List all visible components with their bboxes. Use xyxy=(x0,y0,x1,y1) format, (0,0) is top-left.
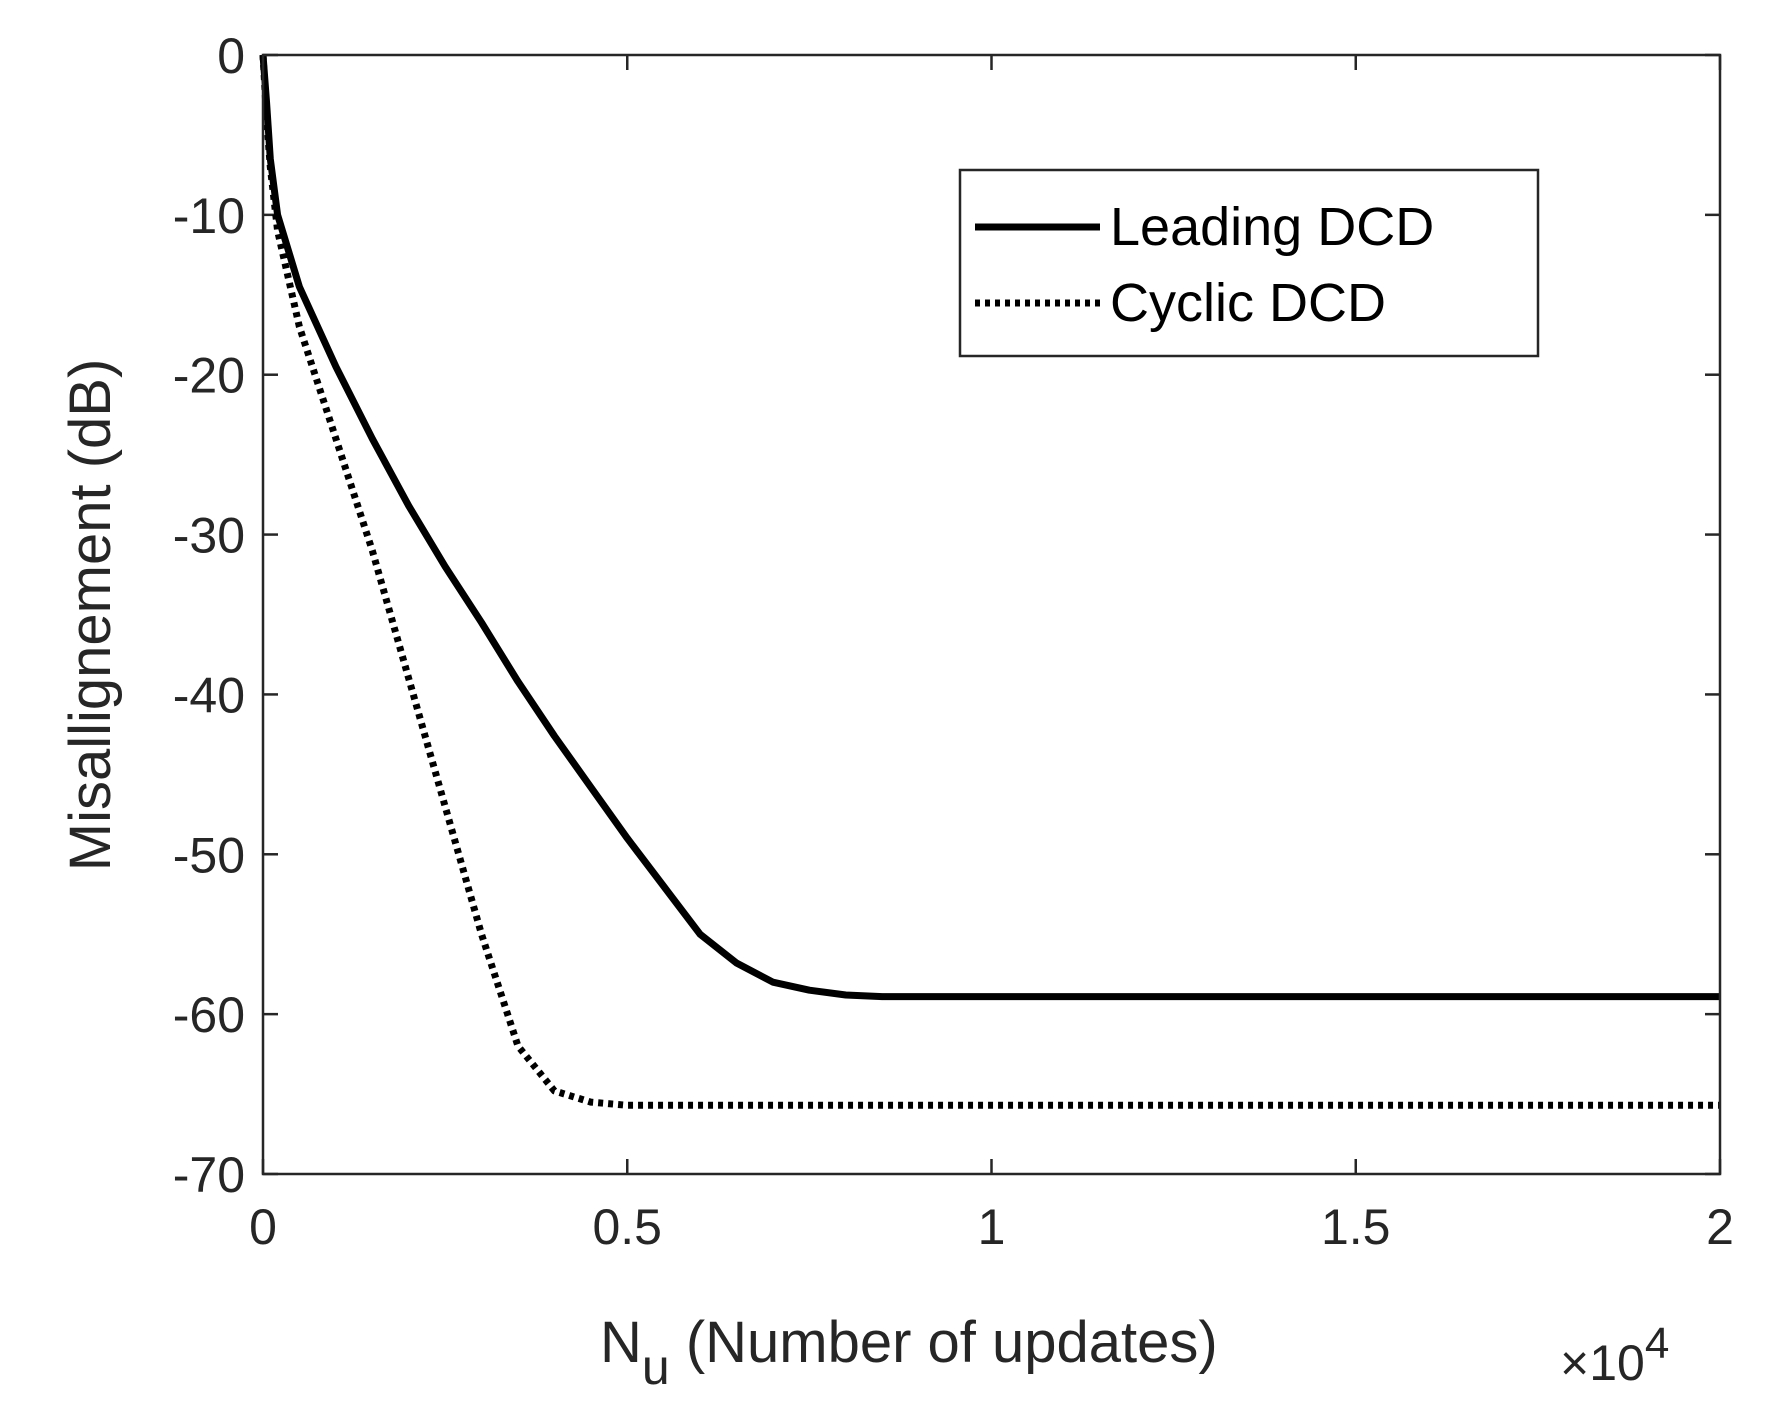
tick-labels: 0 0.5 1 1.5 2 0 -10 -20 -30 -40 -50 -60 -70 xyxy=(173,28,1734,1255)
y-tick-label: -20 xyxy=(173,348,245,404)
x-exponent-power: 4 xyxy=(1645,1319,1669,1368)
x-axis-label-main: N xyxy=(600,1310,642,1375)
x-tick-label: 1.5 xyxy=(1321,1199,1391,1255)
y-tick-label: -60 xyxy=(173,987,245,1043)
legend-label-cyclic-dcd: Cyclic DCD xyxy=(1110,273,1386,333)
x-tick-label: 1 xyxy=(978,1199,1006,1255)
x-exponent-label: ×104 xyxy=(1560,1319,1669,1391)
legend-box xyxy=(958,168,1540,358)
x-exponent-base: ×10 xyxy=(1560,1335,1645,1391)
y-axis-label: Misallignement (dB) xyxy=(58,359,123,872)
y-tick-label: -50 xyxy=(173,827,245,883)
x-axis-label-subscript: u xyxy=(642,1339,670,1395)
y-tick-label: -30 xyxy=(173,508,245,564)
y-tick-label: 0 xyxy=(217,28,245,84)
series-layer xyxy=(259,54,1720,1109)
axes-box xyxy=(261,53,1722,1176)
y-tick-label: -70 xyxy=(173,1147,245,1203)
x-axis-label-rest: (Number of updates) xyxy=(670,1310,1218,1375)
x-axis-label: Nu (Number of updates) xyxy=(600,1310,1218,1395)
x-tick-label: 0.5 xyxy=(592,1199,662,1255)
y-tick-label: -10 xyxy=(173,188,245,244)
series-line-cyclic-dcd xyxy=(259,54,1720,1109)
series-line-leading-dcd xyxy=(259,54,1720,1001)
x-tick-label: 2 xyxy=(1706,1199,1734,1255)
legend-label-leading-dcd: Leading DCD xyxy=(1110,197,1434,257)
y-tick-label: -40 xyxy=(173,667,245,723)
x-tick-label: 0 xyxy=(249,1199,277,1255)
legend: Leading DCD Cyclic DCD xyxy=(958,168,1540,358)
